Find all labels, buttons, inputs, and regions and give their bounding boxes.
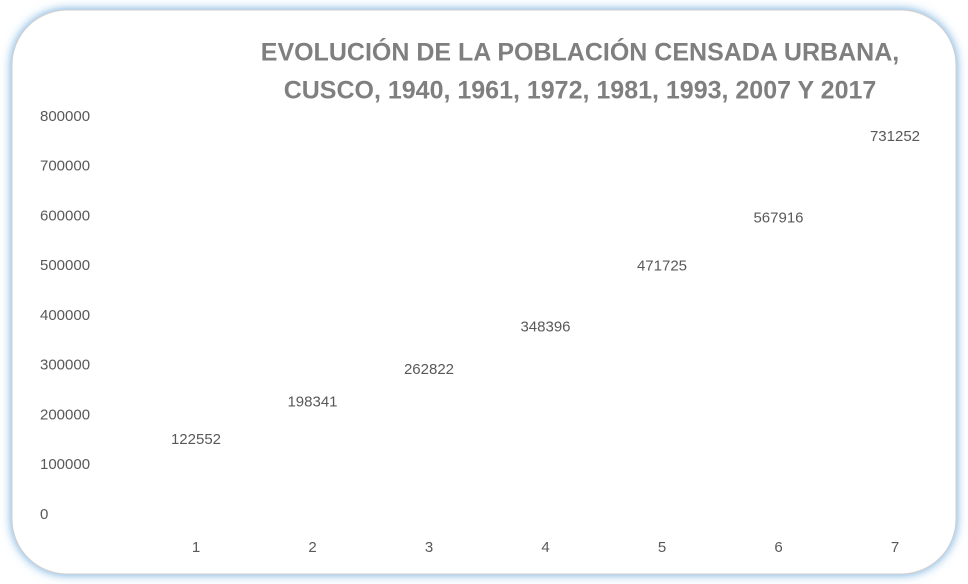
y-tick-label: 800000	[40, 108, 90, 125]
x-tick-label: 3	[425, 539, 433, 556]
x-tick-label: 5	[658, 539, 666, 556]
data-label: 471725	[637, 257, 687, 274]
y-tick-label: 600000	[40, 207, 90, 224]
y-tick-label: 200000	[40, 406, 90, 423]
data-label: 348396	[520, 319, 570, 336]
y-tick-label: 300000	[40, 357, 90, 374]
data-label: 262822	[404, 361, 454, 378]
chart-frame	[11, 9, 957, 575]
data-label: 198341	[287, 393, 337, 410]
y-tick-label: 0	[40, 506, 48, 523]
x-tick-label: 7	[891, 539, 899, 556]
x-tick-label: 4	[541, 539, 549, 556]
x-tick-label: 6	[774, 539, 782, 556]
data-label: 122552	[171, 431, 221, 448]
chart-title: EVOLUCIÓN DE LA POBLACIÓN CENSADA URBANA…	[261, 37, 899, 67]
chart-title: CUSCO, 1940, 1961, 1972, 1981, 1993, 200…	[284, 77, 877, 105]
x-tick-label: 2	[308, 539, 316, 556]
y-tick-label: 500000	[40, 257, 90, 274]
x-tick-label: 1	[192, 539, 200, 556]
y-tick-label: 400000	[40, 307, 90, 324]
y-tick-label: 100000	[40, 456, 90, 473]
y-tick-label: 700000	[40, 158, 90, 175]
data-label: 567916	[753, 209, 803, 226]
data-label: 731252	[870, 128, 920, 145]
